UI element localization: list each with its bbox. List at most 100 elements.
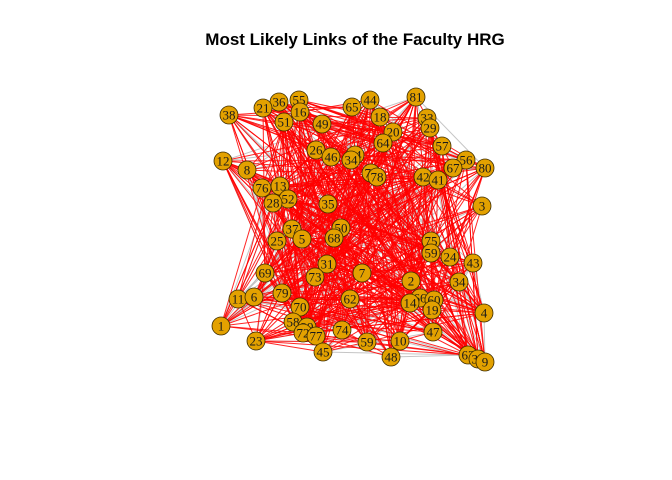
node-circle [292,229,312,249]
node-circle [475,158,495,178]
graph-edge [262,107,486,363]
graph-edge [321,123,335,239]
graph-node: 8 [237,160,257,180]
node-circle [290,102,310,122]
graph-node: 36 [269,92,289,112]
graph-node: 11 [228,289,248,309]
node-circle [332,320,352,340]
node-circle [272,283,292,303]
graph-node: 49 [312,114,332,134]
node-label: 47 [427,325,441,340]
node-circle [211,316,231,336]
node-circle [472,196,492,216]
node-label: 14 [404,296,418,311]
node-label: 31 [321,257,334,272]
node-label: 6 [251,290,258,305]
graph-node: 47 [423,322,443,342]
graph-edge [255,203,329,342]
graph-node: 16 [290,102,310,122]
node-label: 11 [232,292,245,307]
graph-node: 81 [406,87,426,107]
node-circle [341,150,361,170]
node-label: 21 [257,101,270,116]
node-circle [306,326,326,346]
node-label: 56 [460,153,474,168]
node-circle [324,228,344,248]
node-circle [400,293,420,313]
node-label: 68 [328,231,341,246]
graph-node: 10 [390,331,410,351]
node-label: 59 [425,246,438,261]
graph-node: 43 [463,253,483,273]
node-circle [357,332,377,352]
node-circle [274,112,294,132]
graph-edge [262,107,304,334]
node-label: 52 [282,192,295,207]
graph-node: 73 [305,267,325,287]
graph-edge [276,240,485,314]
node-circle [421,243,441,263]
graph-node: 65 [342,97,362,117]
graph-edge [255,156,332,342]
node-layer: 8144556536211638511833492029645726465434… [211,87,495,372]
graph-edge [261,96,417,189]
graph-node: 68 [324,228,344,248]
graph-edge [298,99,308,328]
node-circle [406,87,426,107]
graph-edge [220,302,411,327]
graph-edge [281,149,317,294]
node-label: 34 [345,153,359,168]
node-label: 4 [481,306,488,321]
graph-edge [361,145,443,274]
node-label: 44 [364,93,378,108]
graph-edge [430,167,486,242]
node-label: 41 [432,173,445,188]
graph-node: 25 [267,231,287,251]
graph-node: 42 [413,167,433,187]
graph-edge [220,227,342,327]
node-circle [237,160,257,180]
graph-edge [228,114,308,328]
node-circle [255,263,275,283]
graph-edge [281,281,460,294]
graph-node: 78 [367,167,387,187]
graph-edge [314,276,469,356]
graph-node: 80 [475,158,495,178]
node-circle [420,118,440,138]
graph-edge [458,281,486,363]
node-label: 38 [223,108,236,123]
node-circle [428,170,448,190]
node-label: 24 [444,250,458,265]
graph-edge [390,354,469,358]
node-label: 5 [299,232,306,247]
graph-node: 24 [440,247,460,267]
graph-node: 77 [306,326,326,346]
graph-edge [458,281,469,356]
graph-edge [399,179,439,342]
graph-edge [299,306,469,356]
graph-edge [366,167,454,343]
graph-node: 14 [400,293,420,313]
node-label: 25 [271,234,284,249]
node-circle [381,347,401,367]
node-label: 48 [385,350,398,365]
node-circle [312,114,332,134]
graph-edge [392,131,474,264]
node-label: 46 [325,150,339,165]
graph-edge [322,309,433,353]
node-circle [475,352,495,372]
node-circle [342,97,362,117]
graph-node: 23 [246,331,266,351]
graph-node: 1 [211,316,231,336]
graph-node: 59 [421,243,441,263]
graph-edge [228,114,411,304]
graph-edge [354,154,392,358]
node-circle [443,158,463,178]
graph-edge [261,179,439,189]
graph-node: 26 [306,140,326,160]
node-circle [367,167,387,187]
graph-node: 19 [422,300,442,320]
graph-edge [255,340,324,353]
graph-node: 45 [313,342,333,362]
